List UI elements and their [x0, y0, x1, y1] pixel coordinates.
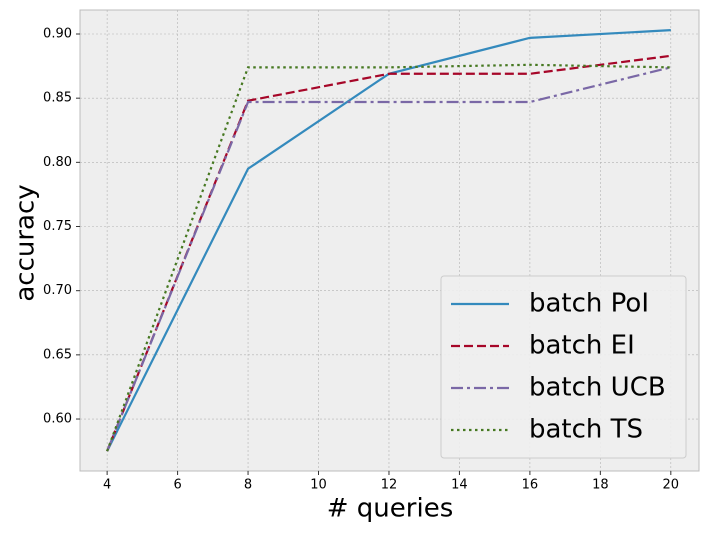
y-tick-label: 0.75	[43, 219, 72, 234]
x-tick-label: 8	[244, 478, 252, 493]
x-tick-label: 12	[381, 478, 398, 493]
y-tick-label: 0.65	[43, 347, 72, 362]
y-tick-label: 0.70	[43, 283, 72, 298]
legend-label: batch TS	[529, 415, 643, 445]
legend-label: batch UCB	[529, 373, 666, 403]
y-tick-label: 0.80	[43, 155, 72, 170]
legend: batch PoI batch EI batch UCB batch TS	[440, 275, 687, 459]
x-tick-label: 16	[522, 478, 539, 493]
x-tick-label: 14	[451, 478, 468, 493]
y-tick-label: 0.60	[43, 412, 72, 427]
y-axis-label: accuracy	[11, 184, 41, 301]
legend-label: batch EI	[529, 331, 635, 361]
x-tick-label: 10	[310, 478, 327, 493]
x-tick-label: 18	[592, 478, 609, 493]
legend-box	[440, 275, 687, 459]
x-axis-label: # queries	[327, 494, 453, 524]
x-tick-label: 20	[663, 478, 680, 493]
series-line	[106, 66, 672, 452]
x-tick-label: 4	[103, 478, 111, 493]
legend-label: batch PoI	[529, 289, 649, 319]
y-tick-label: 0.90	[43, 26, 72, 41]
y-tick-label: 0.85	[43, 91, 72, 106]
x-tick-label: 6	[173, 478, 181, 493]
series-line	[106, 54, 671, 452]
